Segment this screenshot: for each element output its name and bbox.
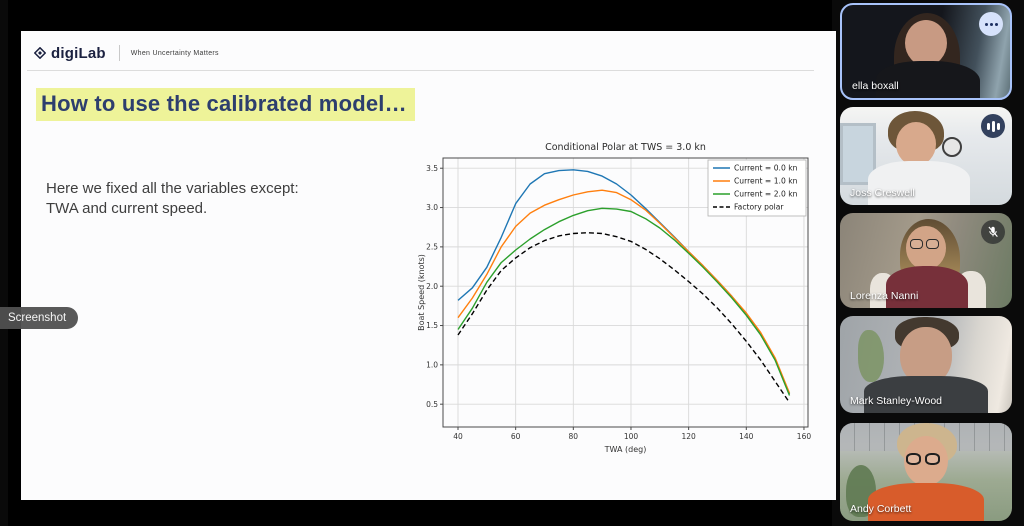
glasses-decor — [910, 239, 923, 249]
participant-tile-ella-boxall[interactable]: ella boxall — [840, 3, 1012, 100]
more-options-icon[interactable] — [979, 12, 1003, 36]
svg-text:2.5: 2.5 — [426, 242, 438, 251]
conditional-polar-chart: 40 60 80 100 120 140 160 0.5 1.0 1.5 2.0 2.5 3.0 3.5 C… — [417, 142, 811, 454]
svg-text:Current = 1.0 kn: Current = 1.0 kn — [734, 177, 798, 186]
slide-header: digiLab When Uncertainty Matters — [34, 42, 219, 64]
svg-text:Current = 2.0 kn: Current = 2.0 kn — [734, 190, 798, 199]
digilab-logo: digiLab — [34, 45, 106, 62]
svg-text:Current = 0.0 kn: Current = 0.0 kn — [734, 164, 798, 173]
participant-name: Joss Creswell — [850, 187, 915, 199]
svg-text:TWA (deg): TWA (deg) — [604, 445, 647, 454]
svg-text:60: 60 — [511, 432, 521, 441]
participant-tile-lorenza-nanni[interactable]: Lorenza Nanni — [840, 213, 1012, 308]
svg-text:160: 160 — [797, 432, 811, 441]
svg-text:2.0: 2.0 — [426, 282, 438, 291]
digilab-logo-icon — [34, 47, 46, 59]
plant-decor — [858, 330, 884, 382]
screenshot-button[interactable]: Screenshot — [0, 307, 79, 329]
participant-name: Mark Stanley-Wood — [850, 395, 943, 407]
digilab-logo-text: digiLab — [51, 44, 106, 62]
svg-text:120: 120 — [681, 432, 696, 441]
participant-tile-mark-stanley-wood[interactable]: Mark Stanley-Wood — [840, 316, 1012, 413]
header-divider — [118, 45, 120, 61]
svg-text:3.0: 3.0 — [426, 203, 438, 212]
svg-text:1.0: 1.0 — [426, 360, 438, 369]
svg-text:Boat Speed (knots): Boat Speed (knots) — [417, 254, 426, 331]
wall-clock-decor — [942, 137, 962, 157]
svg-text:80: 80 — [569, 432, 579, 441]
svg-text:3.5: 3.5 — [426, 164, 438, 173]
slide-body-line-2: TWA and current speed. — [46, 199, 208, 217]
slide-body-line-1: Here we fixed all the variables except: — [46, 180, 299, 197]
slide-body-text: Here we fixed all the variables except: … — [46, 179, 299, 218]
svg-text:Conditional Polar at TWS = 3.0: Conditional Polar at TWS = 3.0 kn — [545, 142, 706, 153]
svg-text:140: 140 — [739, 432, 754, 441]
participant-name: ella boxall — [852, 80, 899, 92]
presentation-slide: digiLab When Uncertainty Matters How to … — [21, 31, 836, 500]
svg-text:1.5: 1.5 — [426, 321, 438, 330]
svg-text:100: 100 — [624, 432, 639, 441]
audio-activity-icon — [981, 114, 1005, 138]
brand-tagline: When Uncertainty Matters — [130, 49, 219, 57]
participant-tile-andy-corbett[interactable]: Andy Corbett — [840, 423, 1012, 521]
participant-tile-joss-creswell[interactable]: Joss Creswell — [840, 107, 1012, 205]
participant-name: Lorenza Nanni — [850, 290, 919, 302]
mic-off-icon — [981, 220, 1005, 244]
svg-text:0.5: 0.5 — [426, 400, 438, 409]
svg-text:Factory polar: Factory polar — [734, 203, 784, 212]
participant-name: Andy Corbett — [850, 503, 912, 515]
svg-text:40: 40 — [453, 432, 463, 441]
screen-share-area: digiLab When Uncertainty Matters How to … — [8, 0, 836, 526]
glasses-decor — [906, 453, 921, 465]
slide-title: How to use the calibrated model… — [36, 88, 415, 121]
header-rule — [27, 70, 814, 71]
